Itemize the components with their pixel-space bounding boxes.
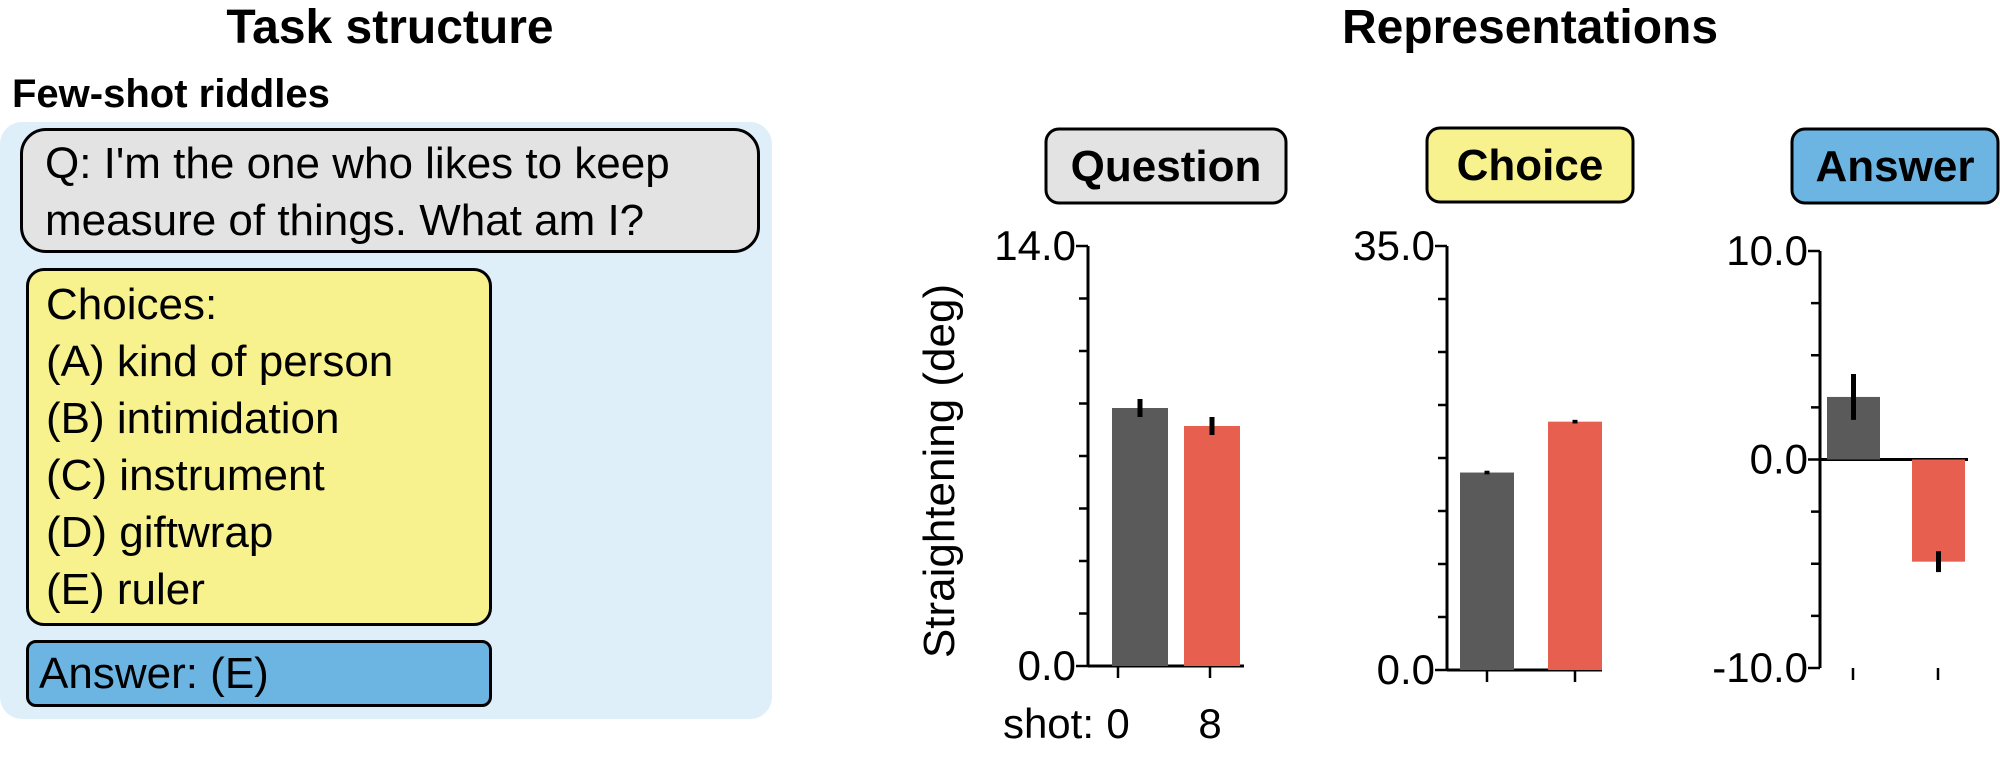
- few-shot-riddles-label: Few-shot riddles: [12, 72, 330, 116]
- chart-title: Question: [1071, 142, 1262, 191]
- bar: [1184, 426, 1240, 666]
- choice-item: (B) intimidation: [46, 394, 340, 443]
- x-prefix-label: shot:: [1003, 700, 1094, 747]
- y-tick-label: 0.0: [1018, 642, 1076, 689]
- choice-item: (E) ruler: [46, 565, 205, 614]
- task-structure-title: Task structure: [226, 1, 554, 54]
- question-line: Q: I'm the one who likes to keep: [45, 139, 670, 188]
- bar: [1548, 421, 1602, 670]
- y-tick-label: 10.0: [1726, 227, 1808, 274]
- chart-title-badge: [1044, 127, 1288, 205]
- choice-item: (D) giftwrap: [46, 508, 274, 557]
- y-tick-label: 14.0: [994, 222, 1076, 269]
- chart-title-badge: [1425, 126, 1635, 204]
- y-tick-label: 0.0: [1377, 646, 1435, 693]
- bar: [1460, 472, 1514, 670]
- representations-title: Representations: [1341, 1, 1719, 54]
- x-category-label: 0: [1106, 700, 1129, 747]
- y-tick-label: 0.0: [1750, 436, 1808, 483]
- x-category-label: 8: [1198, 700, 1221, 747]
- bar: [1112, 408, 1168, 666]
- question-box: Q: I'm the one who likes to keep measure…: [20, 128, 760, 253]
- y-tick-label: 35.0: [1353, 222, 1435, 269]
- chart-title: Answer: [1816, 142, 1975, 191]
- choices-header: Choices:: [46, 280, 218, 329]
- choice-item: (A) kind of person: [46, 337, 394, 386]
- y-tick-label: -10.0: [1712, 644, 1808, 691]
- choice-item: (C) instrument: [46, 451, 325, 500]
- chart-title-badge: [1790, 127, 2000, 205]
- choices-box: Choices: (A) kind of person (B) intimida…: [26, 268, 492, 626]
- bar: [1912, 459, 1965, 562]
- chart-title: Choice: [1457, 141, 1604, 190]
- question-line: measure of things. What am I?: [45, 196, 645, 245]
- y-axis-label: Straightening (deg): [915, 284, 964, 658]
- answer-box: Answer: (E): [26, 640, 492, 707]
- answer-text: Answer: (E): [39, 649, 269, 698]
